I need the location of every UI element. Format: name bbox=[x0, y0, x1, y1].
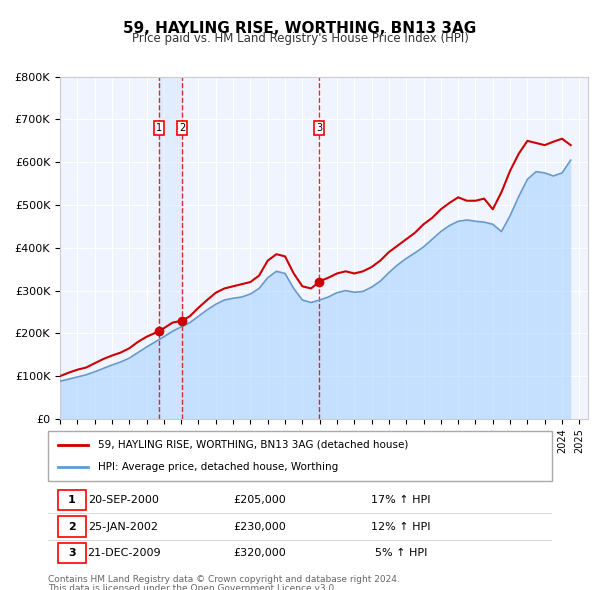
Bar bbox=[159, 77, 182, 419]
Text: 1: 1 bbox=[156, 123, 162, 133]
Text: 1: 1 bbox=[68, 495, 76, 505]
FancyBboxPatch shape bbox=[58, 516, 86, 537]
Text: 59, HAYLING RISE, WORTHING, BN13 3AG: 59, HAYLING RISE, WORTHING, BN13 3AG bbox=[124, 21, 476, 35]
Text: 17% ↑ HPI: 17% ↑ HPI bbox=[371, 495, 431, 505]
Text: 25-JAN-2002: 25-JAN-2002 bbox=[89, 522, 158, 532]
Text: Price paid vs. HM Land Registry's House Price Index (HPI): Price paid vs. HM Land Registry's House … bbox=[131, 32, 469, 45]
Text: 2: 2 bbox=[179, 123, 185, 133]
Text: 59, HAYLING RISE, WORTHING, BN13 3AG (detached house): 59, HAYLING RISE, WORTHING, BN13 3AG (de… bbox=[98, 440, 409, 450]
FancyBboxPatch shape bbox=[58, 543, 86, 563]
Text: HPI: Average price, detached house, Worthing: HPI: Average price, detached house, Wort… bbox=[98, 462, 338, 472]
Text: 3: 3 bbox=[68, 548, 76, 558]
Text: £205,000: £205,000 bbox=[233, 495, 286, 505]
Text: £230,000: £230,000 bbox=[233, 522, 286, 532]
Text: Contains HM Land Registry data © Crown copyright and database right 2024.: Contains HM Land Registry data © Crown c… bbox=[48, 575, 400, 584]
Text: 12% ↑ HPI: 12% ↑ HPI bbox=[371, 522, 431, 532]
Text: 3: 3 bbox=[316, 123, 322, 133]
Text: 21-DEC-2009: 21-DEC-2009 bbox=[87, 548, 160, 558]
Text: 20-SEP-2000: 20-SEP-2000 bbox=[88, 495, 159, 505]
Text: 5% ↑ HPI: 5% ↑ HPI bbox=[374, 548, 427, 558]
Text: 2: 2 bbox=[68, 522, 76, 532]
Text: £320,000: £320,000 bbox=[233, 548, 286, 558]
Text: This data is licensed under the Open Government Licence v3.0.: This data is licensed under the Open Gov… bbox=[48, 584, 337, 590]
FancyBboxPatch shape bbox=[48, 431, 552, 481]
FancyBboxPatch shape bbox=[58, 490, 86, 510]
